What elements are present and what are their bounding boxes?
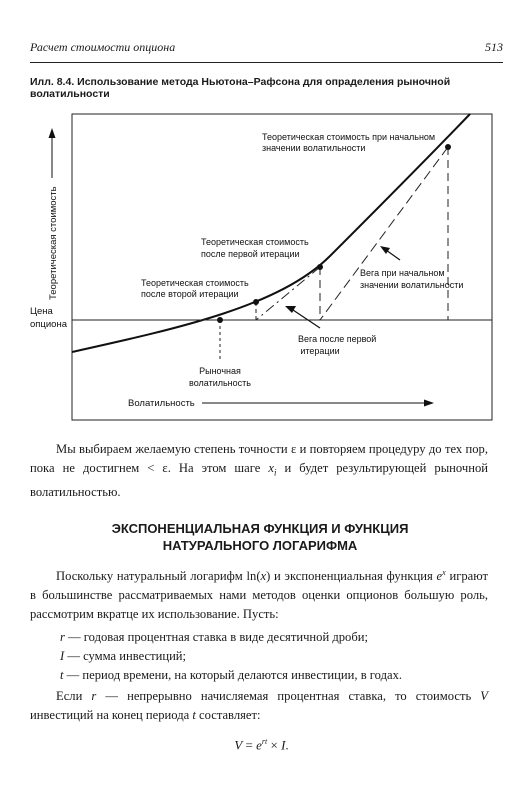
formula-i: I (281, 737, 286, 753)
paragraph-precision: Мы выбираем желаемую степень точности ε … (30, 440, 488, 502)
para3-t: t (192, 708, 196, 722)
vega-initial-arrow (385, 249, 401, 261)
para3-text-b: — непрерывно начисляемая процентная став… (96, 689, 481, 703)
formula: V = ert × I. (0, 737, 523, 753)
vega-initial-label-1: Вега при начальном (360, 268, 445, 278)
theoretical-value-curve (71, 113, 471, 353)
list-item-var: t (60, 668, 64, 682)
para2-text-a: Поскольку натуральный логарифм ln( (56, 569, 261, 584)
second-iter-label-1: Теоретическая стоимость (141, 278, 249, 288)
vega-first-label-2: итерации (300, 346, 339, 356)
running-header: Расчет стоимости опциона 513 (30, 40, 503, 58)
initial-value-label-1: Теоретическая стоимость при начальном (262, 132, 435, 142)
header-rule (30, 62, 503, 63)
first-iter-label-1: Теоретическая стоимость (201, 237, 309, 247)
figure-caption-text: Использование метода Ньютона–Рафсона для… (30, 76, 451, 100)
formula-lhs: V (234, 737, 243, 753)
first-iter-label-2: после первой итерации (201, 249, 300, 259)
vega-initial-tangent (319, 146, 449, 321)
list-item: r — годовая процентная ставка в виде дес… (60, 628, 490, 647)
list-item-var: I (60, 649, 65, 663)
vega-initial-label-2: значении волатильности (360, 280, 463, 290)
para2-sup: x (442, 568, 446, 577)
para3-v: V (480, 689, 488, 703)
para2-text-c: играют в большинстве рассматриваемых нам… (30, 569, 488, 622)
para2-text-b: ) и экспоненциальная функция (266, 569, 437, 584)
paragraph-intro: Поскольку натуральный логарифм ln(x) и э… (30, 563, 488, 624)
definition-list: r — годовая процентная ставка в виде дес… (60, 628, 490, 685)
paragraph-continuous-rate: Если r — непрерывно начисляемая процентн… (30, 687, 488, 725)
section-heading-line2: НАТУРАЛЬНОГО ЛОГАРИФМА (162, 538, 358, 553)
running-title: Расчет стоимости опциона (30, 40, 176, 54)
formula-sup: rt (261, 737, 268, 746)
initial-value-label-2: значении волатильности (262, 143, 365, 153)
para3-text-a: Если (56, 689, 92, 703)
figure-frame (71, 113, 493, 421)
market-vol-label-1: Рыночная (199, 366, 241, 376)
para1-text-a: Мы выбираем желаемую степень точности ε … (30, 442, 488, 475)
y-axis-label: Теоретическая стоимость (48, 186, 59, 300)
para3-r: r (91, 689, 97, 703)
list-item-var: r (60, 630, 65, 644)
vega-first-label-1: Вега после первой (298, 334, 376, 344)
first-iter-point (317, 264, 323, 270)
initial-value-point (445, 144, 451, 150)
vega-first-arrow (292, 309, 321, 329)
market-vol-label-2: волатильность (189, 378, 251, 388)
para2-e: e (436, 569, 443, 584)
formula-times: × (267, 737, 282, 753)
para1-text-b: и будет результирующей рыночной волатиль… (30, 461, 488, 499)
x-axis-arrowhead (424, 399, 434, 407)
vega-first-arrowhead (285, 306, 296, 313)
para3-text-c: инвестиций на конец периода (30, 708, 193, 722)
section-heading: ЭКСПОНЕНЦИАЛЬНАЯ ФУНКЦИЯ И ФУНКЦИЯ НАТУР… (30, 520, 490, 554)
figure-diagram: Теоретическая стоимость при начальном зн… (30, 106, 500, 428)
list-item: I — сумма инвестиций; (60, 647, 490, 666)
vega-initial-arrowhead (380, 246, 390, 254)
list-item: t — период времени, на который делаются … (60, 666, 490, 685)
newton-raphson-diagram: Теоретическая стоимость при начальном зн… (30, 113, 493, 421)
para1-var: x (268, 461, 274, 475)
price-label-1: Цена (30, 306, 54, 317)
formula-e: e (256, 737, 262, 753)
para1-sub: i (273, 467, 277, 478)
second-iter-point (253, 299, 259, 305)
second-iter-label-2: после второй итерации (141, 289, 239, 299)
para3-text-d: составляет: (195, 708, 261, 722)
list-item-text: — период времени, на который делаются ин… (63, 668, 403, 682)
list-item-text: — годовая процентная ставка в виде десят… (64, 630, 368, 644)
para2-x: x (260, 569, 267, 584)
y-axis-arrowhead (48, 128, 56, 138)
list-item-text: — сумма инвестиций; (64, 649, 187, 663)
formula-eq: = (242, 737, 257, 753)
market-vol-point (217, 317, 223, 323)
price-label-2: опциона (30, 319, 68, 330)
page-number: 513 (485, 40, 503, 54)
vega-first-tangent (255, 266, 321, 321)
x-axis-label: Волатильность (128, 398, 195, 409)
section-heading-line1: ЭКСПОНЕНЦИАЛЬНАЯ ФУНКЦИЯ И ФУНКЦИЯ (111, 521, 409, 536)
figure-caption-label: Илл. 8.4. (30, 76, 75, 88)
formula-end: . (285, 737, 289, 753)
figure-caption: Илл. 8.4. Использование метода Ньютона–Р… (30, 76, 490, 100)
